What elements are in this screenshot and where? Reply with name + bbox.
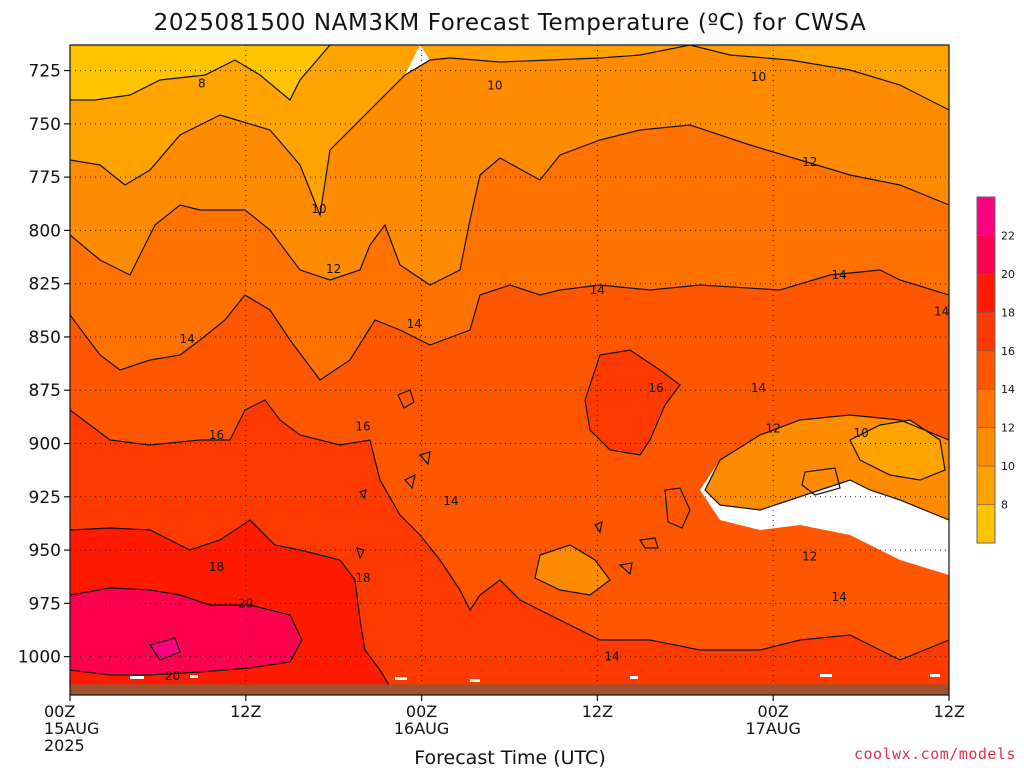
x-tick-label: 17AUG [745,719,800,738]
contour-label: 14 [831,268,846,282]
x-tick-label: 2025 [44,736,85,755]
colorbar-label: 22 [1001,229,1015,242]
colorbar-swatch [977,235,995,275]
x-axis-label: Forecast Time (UTC) [414,747,605,768]
credit-text: coolwx.com/models [854,745,1016,763]
contour-label: 14 [934,304,949,318]
band-16-18 [70,270,949,660]
y-tick-label: 950 [29,541,61,561]
colorbar-swatch [977,389,995,429]
colorbar-label: 8 [1001,499,1008,512]
y-tick-label: 825 [29,275,61,295]
colorbar-swatch [977,350,995,390]
colorbar-label: 20 [1001,268,1015,281]
contour-label: 14 [407,317,422,331]
surface-highlights [130,674,940,682]
contour-label: 12 [766,422,781,436]
grid [70,45,949,695]
x-tick-label: 16AUG [394,719,449,738]
band-14-16 [70,125,949,380]
band-10-12-blob-right [850,420,945,480]
band-10-12 [70,45,420,215]
contour-label: 16 [209,428,224,442]
y-tick-label: 875 [29,381,61,401]
contour-lines [70,45,949,695]
colorbar-swatch [977,466,995,506]
colorbar-label: 10 [1001,460,1015,473]
contour-label: 14 [180,332,195,346]
contour-label: 16 [355,419,370,433]
y-tick-label: 750 [29,115,61,135]
x-tick-label: 00Z [758,702,789,721]
x-tick-label: 00Z [44,702,75,721]
band-22-24 [70,588,302,675]
contour-label: 8 [198,76,206,90]
y-tick-label: 1000 [18,648,61,668]
band-12-14 [70,45,949,285]
colorbar-swatch [977,504,995,544]
y-axis: 725 750 775 800 825 850 875 900 925 950 975 1000 [18,62,70,668]
y-tick-label: 775 [29,168,61,188]
colorbar: 8 10 12 14 16 18 20 22 [976,196,1015,544]
colorbar-label: 16 [1001,345,1015,358]
band-8-10 [70,45,330,100]
contour-label: 10 [751,70,766,84]
colorbar-swatch [977,197,995,236]
contour-label: 18 [355,571,370,585]
contour-label: 12 [326,262,341,276]
contour-label: 18 [209,560,224,574]
plot-area [70,45,949,695]
contour-label: 20 [165,669,180,683]
colorbar-swatch [977,312,995,352]
contour-label: 10 [311,202,326,216]
contour-label: 14 [443,494,458,508]
contour-label: 10 [487,78,502,92]
x-tick-label: 00Z [406,702,437,721]
x-tick-label: 12Z [582,702,613,721]
y-tick-label: 925 [29,488,61,508]
contour-label: 20 [238,596,253,610]
contour-label: 14 [604,650,619,664]
y-tick-label: 725 [29,62,61,82]
colorbar-swatch [977,427,995,467]
contour-label: 10 [853,426,868,440]
colorbar-label: 14 [1001,383,1015,396]
colorbar-label: 12 [1001,422,1015,435]
band-12-14-blob-center [535,545,610,595]
y-tick-label: 850 [29,328,61,348]
contour-label: 14 [590,283,605,297]
band-16-18-blob [585,350,680,455]
colorbar-swatch [977,273,995,313]
chart-title: 2025081500 NAM3KM Forecast Temperature (… [154,10,867,36]
contour-label: 12 [802,549,817,563]
contour-label: 16 [648,381,663,395]
colorbar-label: 18 [1001,306,1015,319]
colorbar-frame [976,196,996,544]
y-tick-label: 800 [29,221,61,241]
contour-label: 12 [802,155,817,169]
band-10-12-right [420,45,949,110]
contour-label: 14 [831,590,846,604]
contour-labels: 8 10 10 10 12 12 12 12 14 14 14 14 14 14 14 14 14 16 16 16 1… [165,70,949,683]
y-tick-label: 975 [29,594,61,614]
contour-label: 14 [751,381,766,395]
x-tick-label: 15AUG [44,719,99,738]
surface-terrain [70,684,949,695]
y-tick-label: 900 [29,435,61,455]
x-tick-label: 12Z [230,702,261,721]
x-tick-label: 12Z [934,702,965,721]
